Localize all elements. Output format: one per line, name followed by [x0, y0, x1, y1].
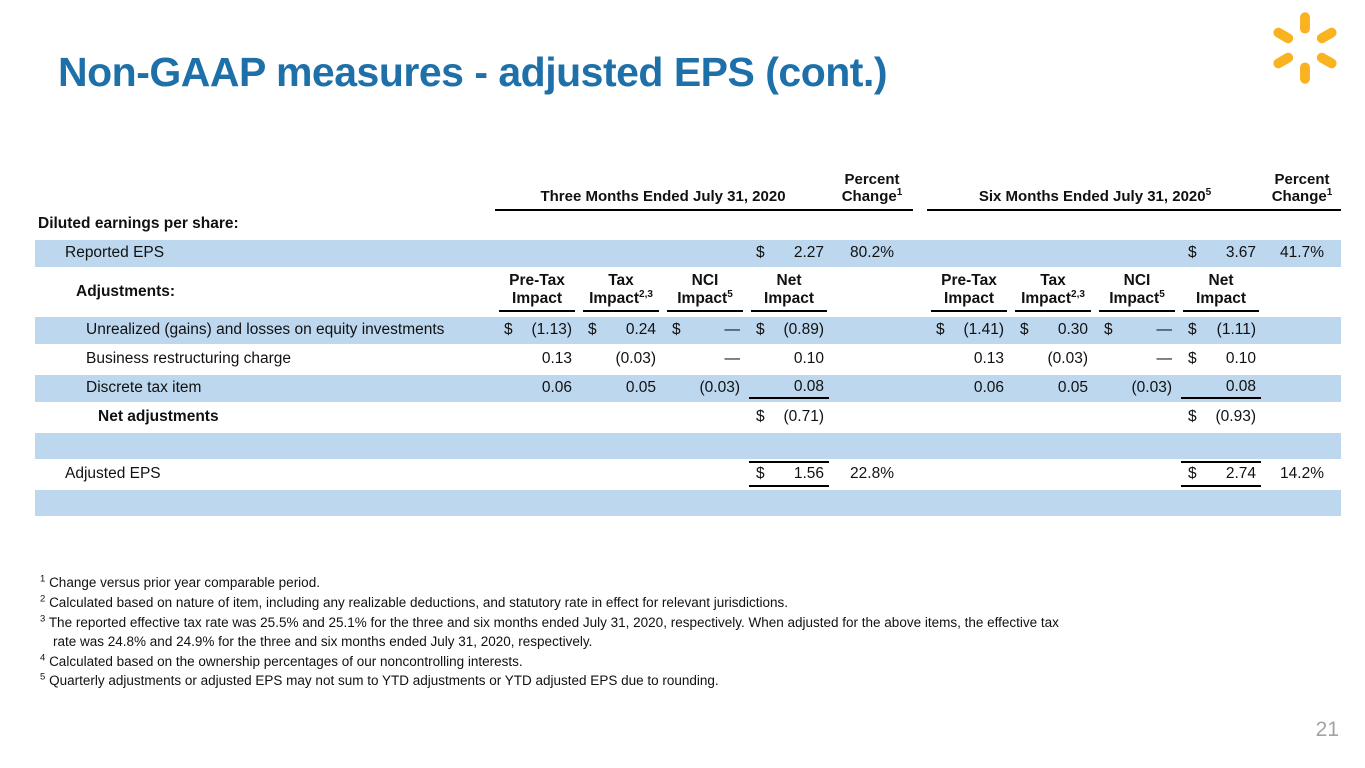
footnote-1: 1 Change versus prior year comparable pe… — [40, 573, 320, 590]
net-adjustments-q-value: $ (0.71) — [756, 408, 825, 426]
table-row-adjusted-eps: Adjusted EPS $1.56 22.8% $2.74 14.2% — [35, 461, 1341, 488]
business-restructuring-label: Business restructuring charge — [86, 350, 292, 368]
table-period-header-row: Three Months Ended July 31, 2020 Percent… — [35, 172, 1342, 211]
table-row-business-restructuring: Business restructuring charge 0.13 (0.03… — [35, 346, 1341, 373]
percent-change-header-ytd: Percent Change1 — [1263, 172, 1342, 211]
table-row-unrealized: Unrealized (gains) and losses on equity … — [35, 314, 1342, 346]
adjusted-eps-q-pct: 22.8% — [850, 465, 894, 483]
page-number: 21 — [1315, 718, 1339, 741]
spacer-row — [35, 430, 1342, 461]
diluted-eps-label: Diluted earnings per share: — [38, 215, 239, 233]
footnotes: 1 Change versus prior year comparable pe… — [40, 574, 1070, 692]
adjusted-eps-label: Adjusted EPS — [65, 465, 161, 483]
footnote-5: 5 Quarterly adjustments or adjusted EPS … — [40, 671, 719, 689]
percent-change-header-q: Percent Change1 — [831, 172, 914, 211]
table-row-discrete-tax: Discrete tax item 0.06 0.05 (0.03) 0.08 … — [35, 372, 1342, 404]
net-adjustments-label: Net adjustments — [98, 408, 219, 426]
section-row-diluted-eps: Diluted earnings per share: — [35, 211, 1341, 238]
nci-impact-header-q: NCI Impact5 — [663, 269, 747, 315]
tax-impact-header-ytd: Tax Impact2,3 — [1011, 269, 1095, 315]
adjustments-label: Adjustments: — [76, 282, 176, 300]
net-adjustments-ytd-value: $ (0.93) — [1188, 408, 1257, 426]
spacer-row — [35, 487, 1342, 518]
reported-eps-ytd-value: $3.67 — [1179, 237, 1264, 269]
six-months-header: Six Months Ended July 31, 20205 — [927, 172, 1264, 211]
reported-eps-q-value: $2.27 — [747, 237, 832, 269]
tax-impact-header-q: Tax Impact2,3 — [579, 269, 663, 315]
three-months-header: Three Months Ended July 31, 2020 — [495, 172, 832, 211]
nci-impact-header-ytd: NCI Impact5 — [1095, 269, 1179, 315]
table-subheader-row: Adjustments: Pre-Tax Impact Tax Impact2,3 … — [35, 269, 1341, 315]
footnote-2: 2 Calculated based on nature of item, in… — [40, 593, 788, 610]
net-impact-header-ytd: Net Impact — [1179, 269, 1263, 315]
net-impact-header-q: Net Impact — [747, 269, 831, 315]
eps-reconciliation-table: Three Months Ended July 31, 2020 Percent… — [35, 172, 1342, 518]
adjusted-eps-ytd-pct: 14.2% — [1280, 465, 1324, 483]
walmart-spark-logo — [1273, 12, 1337, 84]
reported-eps-q-pct: 80.2% — [831, 237, 914, 269]
footnote-3: 3 The reported effective tax rate was 25… — [40, 613, 1059, 649]
adjusted-eps-q-value: $1.56 — [747, 461, 831, 488]
pretax-impact-header-q: Pre-Tax Impact — [495, 269, 579, 315]
reported-eps-ytd-pct: 41.7% — [1263, 237, 1342, 269]
table-row-reported-eps: Reported EPS $2.27 80.2% $3.67 41.7% — [35, 237, 1342, 269]
table-row-net-adjustments: Net adjustments $ (0.71) $ (0.93) — [35, 404, 1341, 431]
reported-eps-label: Reported EPS — [35, 237, 495, 269]
adjusted-eps-ytd-value: $2.74 — [1179, 461, 1263, 488]
page-title: Non-GAAP measures - adjusted EPS (cont.) — [58, 49, 888, 96]
pretax-impact-header-ytd: Pre-Tax Impact — [927, 269, 1011, 315]
unrealized-label: Unrealized (gains) and losses on equity … — [35, 314, 495, 346]
discrete-tax-label: Discrete tax item — [35, 372, 495, 404]
footnote-4: 4 Calculated based on the ownership perc… — [40, 652, 523, 669]
